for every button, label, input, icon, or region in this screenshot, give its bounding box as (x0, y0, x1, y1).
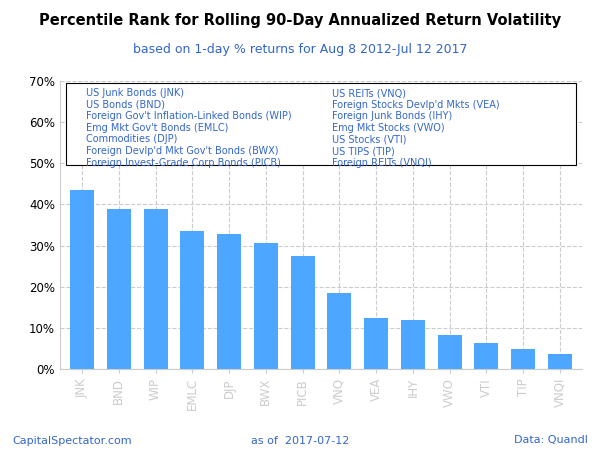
Bar (181, 231, 204, 369)
Text: Foreign Gov't Inflation-Linked Bonds (WIP): Foreign Gov't Inflation-Linked Bonds (WI… (86, 112, 292, 122)
Bar (143, 209, 167, 369)
Text: as of  2017-07-12: as of 2017-07-12 (251, 436, 349, 446)
Text: US Junk Bonds (JNK): US Junk Bonds (JNK) (86, 88, 184, 99)
Bar (328, 293, 352, 369)
Bar (475, 343, 499, 369)
Text: Emg Mkt Gov't Bonds (EMLC): Emg Mkt Gov't Bonds (EMLC) (86, 123, 228, 133)
Bar (401, 320, 425, 369)
Text: US Bonds (BND): US Bonds (BND) (86, 100, 165, 110)
Bar (107, 208, 131, 369)
Text: US REITs (VNQ): US REITs (VNQ) (332, 88, 406, 99)
Text: Emg Mkt Stocks (VWO): Emg Mkt Stocks (VWO) (332, 123, 445, 133)
Text: Percentile Rank for Rolling 90-Day Annualized Return Volatility: Percentile Rank for Rolling 90-Day Annua… (39, 14, 561, 28)
Bar (438, 335, 461, 369)
Text: US TIPS (TIP): US TIPS (TIP) (332, 146, 395, 156)
Text: Foreign Junk Bonds (IHY): Foreign Junk Bonds (IHY) (332, 112, 452, 122)
Text: Foreign Invest-Grade Corp Bonds (PICB): Foreign Invest-Grade Corp Bonds (PICB) (86, 158, 281, 167)
Text: Foreign REITs (VNQI): Foreign REITs (VNQI) (332, 158, 431, 167)
Text: Commodities (DJP): Commodities (DJP) (86, 135, 177, 144)
Text: Foreign Devlp'd Mkt Gov't Bonds (BWX): Foreign Devlp'd Mkt Gov't Bonds (BWX) (86, 146, 278, 156)
Bar (548, 354, 572, 369)
Bar (217, 234, 241, 369)
Text: Data: Quandl: Data: Quandl (514, 436, 588, 446)
Text: based on 1-day % returns for Aug 8 2012-Jul 12 2017: based on 1-day % returns for Aug 8 2012-… (133, 43, 467, 56)
FancyBboxPatch shape (65, 83, 577, 165)
Bar (364, 319, 388, 369)
Text: CapitalSpectator.com: CapitalSpectator.com (12, 436, 131, 446)
Bar (290, 256, 314, 369)
Bar (511, 349, 535, 369)
Text: Foreign Stocks Devlp'd Mkts (VEA): Foreign Stocks Devlp'd Mkts (VEA) (332, 100, 500, 110)
Bar (70, 190, 94, 369)
Bar (254, 243, 278, 369)
Text: US Stocks (VTI): US Stocks (VTI) (332, 135, 407, 144)
